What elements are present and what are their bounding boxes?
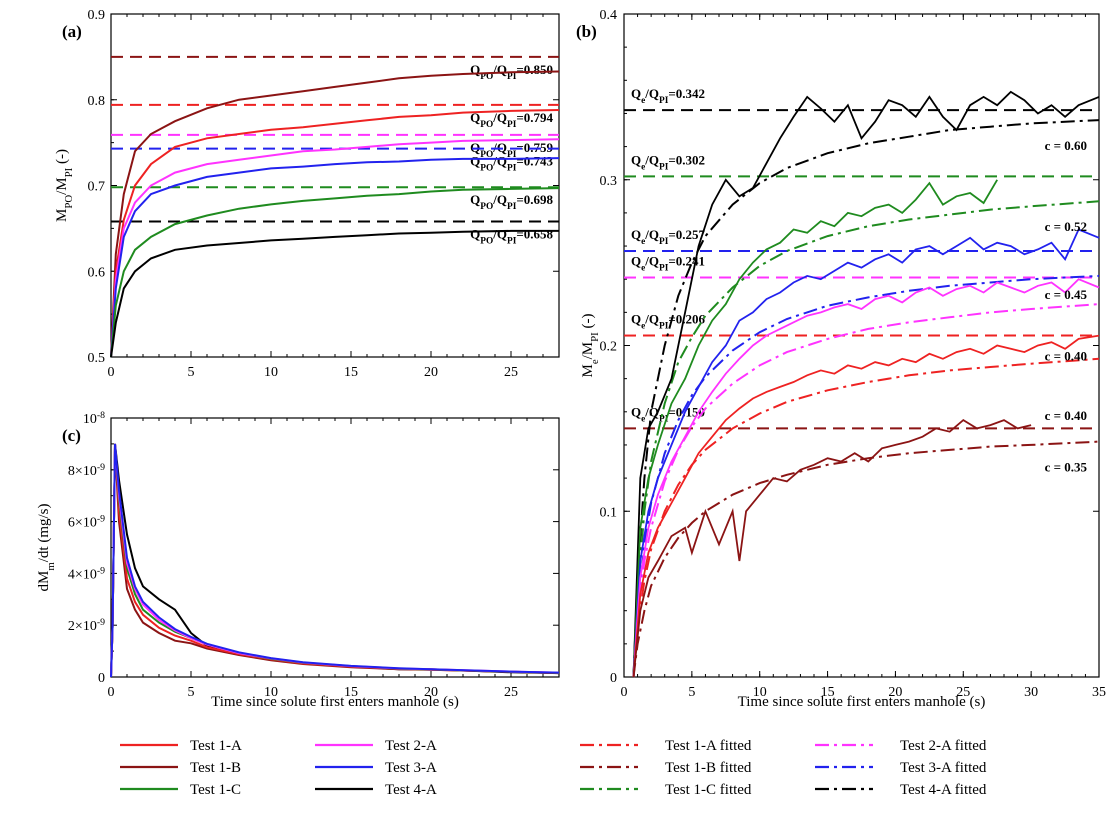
legend-label: Test 1-A [190, 738, 242, 754]
panel-b-label: (b) [576, 22, 597, 41]
panel-c-ytick-label: 6×10-9 [68, 513, 105, 531]
panel-a-ref-label-test_2a: QPO/QPI=0.759 [470, 140, 553, 160]
panel-c-series-test_1b [110, 446, 560, 678]
panel-c-xtick-label: 20 [424, 685, 438, 700]
panel-b-measured-test_2a [632, 278, 1100, 678]
legend-label: Test 4-A [385, 782, 437, 798]
panel-a-xtick-label: 0 [108, 365, 115, 380]
panel-b-measured-test_4a [632, 90, 1100, 678]
panel-b-xtick-label: 35 [1092, 685, 1106, 700]
panel-b-fitted-test_4a [632, 119, 1100, 678]
panel-b-fitted-test_1b [632, 440, 1100, 678]
panel-b-ylabel: Me/MPI (-) [580, 313, 601, 377]
panel-a-ref-label-test_4a: QPO/QPI=0.658 [470, 227, 553, 247]
panel-b-xtick-label: 20 [888, 685, 902, 700]
panel-a-series-test_2a [110, 138, 560, 358]
panel-b-xtick-label: 0 [621, 685, 628, 700]
legend-label: Test 1-A fitted [665, 738, 752, 754]
panel-c-xtick-label: 25 [504, 685, 518, 700]
panel-c-xtick-label: 15 [344, 685, 358, 700]
panel-a-xtick-label: 5 [188, 365, 195, 380]
legend-label: Test 1-C [190, 782, 241, 798]
panel-b-c-label: c = 0.40 [1045, 348, 1087, 363]
legend-label: Test 1-C fitted [665, 782, 752, 798]
panel-b-xtick-label: 10 [753, 685, 767, 700]
panel-a-series-test_1a [110, 109, 560, 358]
panel-c-label: (c) [62, 426, 81, 445]
panel-a-series-test_1c [110, 187, 560, 358]
panel-c-ytick-label: 8×10-9 [68, 461, 105, 479]
panel-c-ytick-label: 4×10-9 [68, 565, 105, 583]
panel-a-ylabel: MPO/MPI (-) [54, 149, 75, 222]
panel-a-ytick-label: 0.5 [88, 351, 106, 366]
panel-b-c-label: c = 0.40 [1045, 408, 1087, 423]
panel-b-ytick-label: 0.3 [600, 174, 618, 189]
legend-label: Test 1-B [190, 760, 241, 776]
panel-b-xtick-label: 15 [821, 685, 835, 700]
panel-b-ytick-label: 0.4 [600, 8, 618, 23]
panel-b-ref-label-test_3a: Qe/QPI=0.257 [631, 227, 706, 247]
panel-a-ref-label-test_1a: QPO/QPI=0.794 [470, 110, 553, 130]
panel-a-xtick-label: 20 [424, 365, 438, 380]
panel-b-measured-test_3a [632, 228, 1100, 678]
legend: Test 1-A Test 1-B Test 1-C Test 2-A Test 3-A… [120, 738, 987, 798]
panel-c-series-test_3a [110, 443, 560, 678]
panel-b-fitted-test_1c [632, 200, 1100, 678]
panel-a-ytick-label: 0.9 [88, 8, 106, 23]
legend-label: Test 3-A [385, 760, 437, 776]
panel-a-xtick-label: 25 [504, 365, 518, 380]
panel-a-xtick-label: 10 [264, 365, 278, 380]
panel-a-ytick-label: 0.8 [88, 94, 106, 109]
panel-b-c-label: c = 0.52 [1045, 219, 1087, 234]
legend-label: Test 4-A fitted [900, 782, 987, 798]
panel-a-label: (a) [62, 22, 82, 41]
panel-b-ytick-label: 0.2 [600, 340, 618, 355]
panel-a-xtick-label: 15 [344, 365, 358, 380]
panel-b-fitted-test_3a [632, 274, 1100, 678]
panel-c-xlabel: Time since solute first enters manhole (… [211, 694, 459, 710]
panel-b-ref-label-test_1c: Qe/QPI=0.302 [631, 152, 705, 172]
panel-b-ytick-label: 0.1 [600, 505, 618, 520]
panel-b-xtick-label: 5 [688, 685, 695, 700]
legend-label: Test 2-A [385, 738, 437, 754]
legend-label: Test 3-A fitted [900, 760, 987, 776]
panel-a-series-test_4a [110, 229, 559, 358]
panel-a-ytick-label: 0.6 [88, 265, 106, 280]
panel-b-ytick-label: 0 [610, 671, 617, 686]
panel-c-ylabel: dMm/dt (mg/s) [36, 503, 57, 591]
panel-a-ref-label-test_1c: QPO/QPI=0.698 [470, 192, 553, 212]
panel-b-xlabel: Time since solute first enters manhole (… [738, 694, 986, 710]
panel-b-frame [623, 13, 1100, 678]
panel-a-series-test_1b [110, 70, 560, 358]
panel-a-series-test_3a [110, 157, 560, 358]
panel-c-frame [110, 417, 560, 678]
panel-b-c-label: c = 0.45 [1045, 287, 1088, 302]
panel-b-fitted-test_2a [632, 303, 1100, 678]
panel-b-measured-test_1b [632, 418, 1032, 678]
legend-label: Test 1-B fitted [665, 760, 752, 776]
panel-b-ref-label-test_1a: Qe/QPI=0.206 [631, 312, 706, 332]
panel-a-ytick-label: 0.7 [88, 180, 106, 195]
panel-c-ytick-label: 2×10-9 [68, 617, 105, 635]
panel-b-measured-test_1c [632, 179, 998, 678]
panel-b-c-label: c = 0.60 [1045, 138, 1087, 153]
panel-b-xtick-label: 25 [956, 685, 970, 700]
panel-b-xtick-label: 30 [1024, 685, 1038, 700]
panel-c-xtick-label: 0 [108, 685, 115, 700]
legend-label: Test 2-A fitted [900, 738, 987, 754]
panel-b-ref-label-test_4a: Qe/QPI=0.342 [631, 86, 705, 106]
panel-a-ref-label-test_1b: QPO/QPI=0.850 [470, 62, 553, 82]
panel-b-c-label: c = 0.35 [1045, 459, 1088, 474]
panel-c-xtick-label: 5 [188, 685, 195, 700]
panel-b-measured-test_1a [632, 334, 1100, 678]
panel-c-ytick-label: 10-8 [83, 410, 105, 428]
panel-c-xtick-label: 10 [264, 685, 278, 700]
panel-c-ytick-label: 0 [98, 671, 105, 686]
